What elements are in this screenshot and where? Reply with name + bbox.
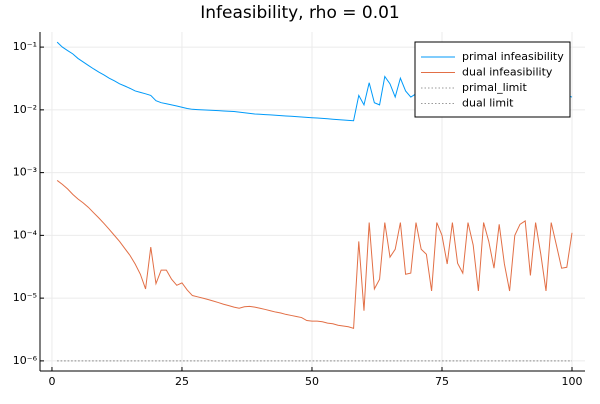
chart-title: Infeasibility, rho = 0.01 <box>200 3 400 23</box>
y-tick-label: 10⁻² <box>13 103 37 116</box>
x-tick-label: 100 <box>561 375 582 388</box>
legend-label: primal infeasibility <box>462 50 564 63</box>
legend-label: dual infeasibility <box>462 66 553 79</box>
legend-box <box>414 41 571 118</box>
series-line <box>56 180 573 330</box>
x-tick-label: 75 <box>435 375 449 388</box>
x-tick-label: 0 <box>48 375 55 388</box>
x-tick-label: 25 <box>175 375 189 388</box>
legend-label: primal_limit <box>462 81 527 94</box>
y-tick-label: 10⁻³ <box>13 166 37 179</box>
legend-label: dual limit <box>462 97 514 110</box>
y-tick-label: 10⁻¹ <box>13 40 37 53</box>
y-tick-label: 10⁻⁴ <box>13 228 38 241</box>
x-tick-label: 50 <box>305 375 319 388</box>
y-tick-label: 10⁻⁶ <box>13 354 38 367</box>
y-tick-label: 10⁻⁵ <box>13 291 37 304</box>
